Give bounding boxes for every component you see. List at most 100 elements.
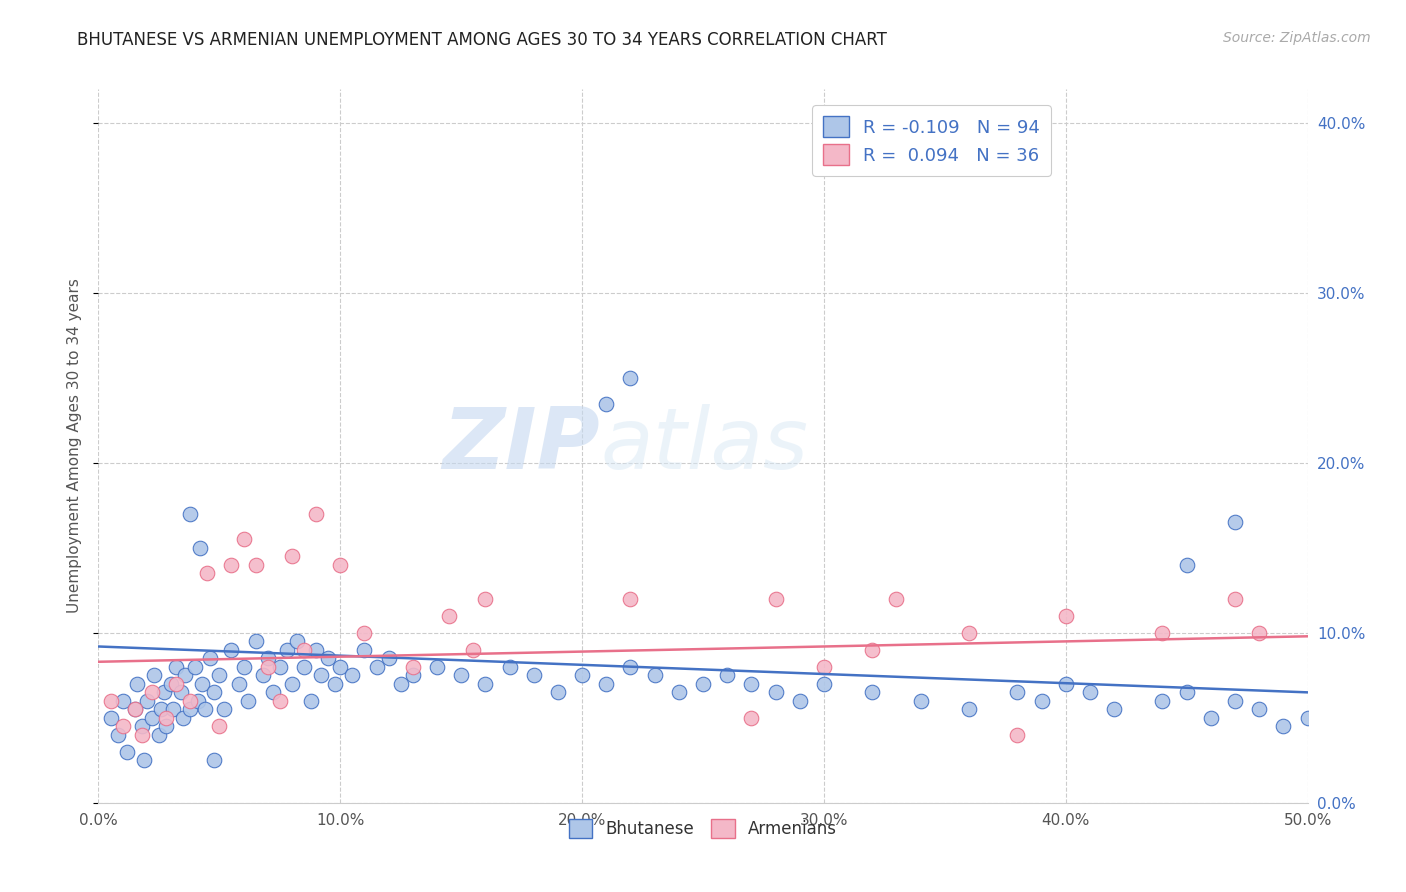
Point (212, 702, 235, 716)
Point (1078, 685, 1101, 699)
Point (1223, 694, 1246, 708)
Point (813, 660, 835, 674)
Point (292, 660, 315, 674)
Point (886, 591, 908, 606)
Point (1102, 702, 1125, 716)
Point (740, 711, 762, 725)
Point (269, 694, 291, 708)
Point (1296, 711, 1319, 725)
Point (668, 685, 690, 699)
Point (860, 643, 883, 657)
Point (860, 685, 883, 699)
Point (245, 558, 267, 572)
Point (179, 507, 201, 521)
Point (765, 591, 787, 606)
Point (174, 668, 197, 682)
Point (644, 668, 666, 682)
Point (523, 668, 546, 682)
Point (1272, 719, 1295, 733)
Point (692, 677, 714, 691)
Y-axis label: Unemployment Among Ages 30 to 34 years: Unemployment Among Ages 30 to 34 years (67, 278, 83, 614)
Point (813, 677, 835, 691)
Point (111, 719, 134, 733)
Point (124, 702, 146, 716)
Point (299, 694, 322, 708)
Point (329, 660, 352, 674)
Point (169, 685, 191, 699)
Point (316, 651, 339, 665)
Point (716, 668, 738, 682)
Point (256, 651, 278, 665)
Point (256, 660, 278, 674)
Point (389, 677, 412, 691)
Point (1175, 685, 1198, 699)
Point (179, 702, 201, 716)
Point (305, 507, 328, 521)
Point (245, 634, 267, 648)
Point (221, 643, 243, 657)
Point (1175, 558, 1198, 572)
Point (402, 660, 425, 674)
Point (141, 711, 163, 725)
Point (179, 694, 201, 708)
Point (474, 591, 496, 606)
Point (131, 728, 153, 742)
Point (276, 643, 298, 657)
Point (100, 711, 122, 725)
Point (269, 660, 291, 674)
Point (131, 719, 153, 733)
Point (141, 685, 163, 699)
Point (232, 660, 254, 674)
Point (1031, 694, 1053, 708)
Point (1223, 516, 1246, 530)
Point (740, 677, 762, 691)
Point (100, 694, 122, 708)
Point (426, 660, 449, 674)
Point (111, 694, 134, 708)
Point (595, 396, 617, 410)
Point (353, 626, 375, 640)
Point (162, 702, 184, 716)
Point (547, 685, 569, 699)
Point (221, 558, 243, 572)
Point (127, 677, 149, 691)
Point (117, 745, 139, 759)
Point (155, 711, 177, 725)
Point (450, 668, 472, 682)
Point (1152, 626, 1174, 640)
Point (789, 694, 811, 708)
Point (1054, 677, 1077, 691)
Point (262, 685, 284, 699)
Point (135, 694, 157, 708)
Point (957, 702, 980, 716)
Point (184, 660, 207, 674)
Text: ZIP: ZIP (443, 404, 600, 488)
Point (377, 651, 399, 665)
Point (252, 668, 274, 682)
Point (107, 728, 129, 742)
Point (292, 643, 315, 657)
Point (353, 643, 375, 657)
Point (1223, 591, 1246, 606)
Point (204, 685, 226, 699)
Point (571, 668, 593, 682)
Point (281, 677, 304, 691)
Point (155, 719, 177, 733)
Point (204, 753, 226, 767)
Point (191, 677, 214, 691)
Point (765, 685, 787, 699)
Point (134, 753, 156, 767)
Point (619, 591, 641, 606)
Point (498, 660, 520, 674)
Point (150, 702, 173, 716)
Point (188, 541, 211, 555)
Point (595, 677, 617, 691)
Point (910, 694, 932, 708)
Point (208, 719, 231, 733)
Point (148, 728, 170, 742)
Point (1152, 694, 1174, 708)
Text: BHUTANESE VS ARMENIAN UNEMPLOYMENT AMONG AGES 30 TO 34 YEARS CORRELATION CHART: BHUTANESE VS ARMENIAN UNEMPLOYMENT AMONG… (77, 31, 887, 49)
Point (474, 677, 496, 691)
Point (195, 566, 218, 581)
Point (198, 651, 221, 665)
